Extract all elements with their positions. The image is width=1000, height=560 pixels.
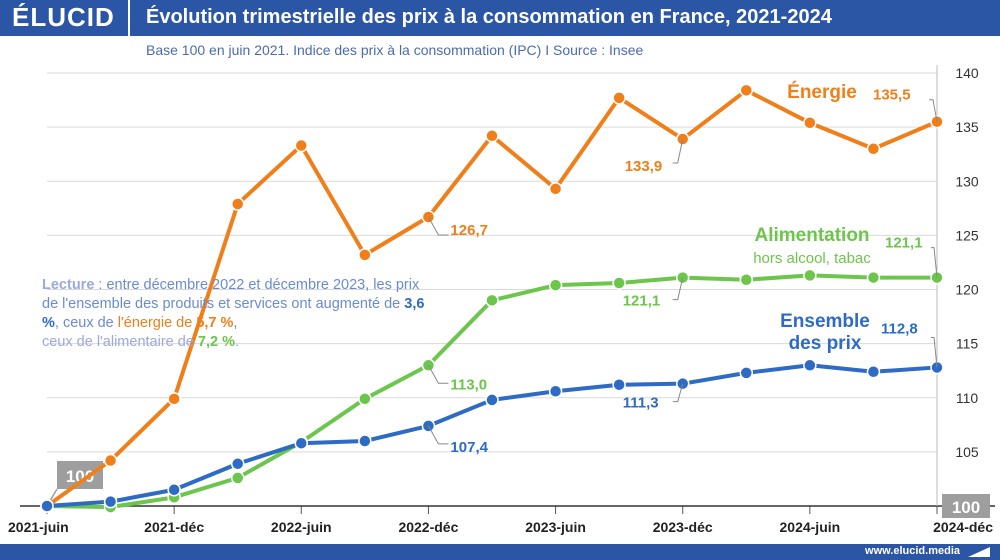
data-point [358,248,372,262]
x-tick-label: 2021-juin [8,519,69,535]
footer-bar: www.elucid.media [0,544,1000,560]
reading-note: Lecture : entre décembre 2022 et décembr… [42,276,432,352]
data-point [739,83,754,98]
annotation-label: 113,0 [450,376,487,393]
reading-note-text-4: . [235,334,240,350]
x-tick-label: 2022-déc [398,519,458,535]
data-point [294,436,309,450]
data-point [485,129,499,143]
y-tick-label: 140 [955,65,979,81]
data-point [358,392,372,406]
annotation-leader [427,216,449,236]
data-point [548,384,563,399]
chart-subtitle: Base 100 en juin 2021. Indice des prix à… [146,42,644,58]
header-bar: ÉLUCID Évolution trimestrielle des prix … [0,0,1000,36]
data-point [485,293,499,308]
annotation-label: 126,7 [450,222,488,239]
y-tick-label: 125 [955,227,979,243]
reading-note-energy-word: l'énergie de [117,315,197,331]
annotation-leader [931,336,938,368]
x-tick-label: 2024-déc [933,519,993,535]
data-point [803,116,817,130]
x-tick-label: 2024-juin [780,519,841,535]
start-label: 100 [66,467,94,486]
data-point [103,453,118,468]
annotation-label: 133,9 [625,158,663,175]
series-name-label: des prix [789,333,862,354]
reading-note-value-all: 3,6 % [42,296,425,331]
annotation-leader [427,365,449,384]
series-name-label: Énergie [787,81,857,103]
reading-note-lead: Lecture [42,277,95,293]
annotation-label: 107,4 [450,439,488,456]
data-point [612,276,626,290]
logo: ÉLUCID [12,2,115,32]
reading-note-value-food: 7,2 % [197,334,236,350]
data-point [358,434,372,448]
annotation-label: 121,1 [885,235,923,252]
series-name-label: Alimentation [754,225,869,246]
data-point [103,494,118,509]
annotation-label: 121,1 [623,293,661,310]
data-point [548,278,563,292]
data-point [866,142,881,156]
annotation-leader [672,138,684,164]
x-tick-label: 2022-juin [271,519,332,535]
y-tick-label: 105 [955,444,979,460]
series-line-Ensemble des prix [46,363,938,508]
y-tick-label: 120 [955,282,979,298]
data-point [803,268,817,283]
data-point [167,483,181,497]
x-tick-label: 2023-déc [653,519,713,535]
data-point [167,392,181,406]
series-name-label: hors alcool, tabac [753,250,871,267]
x-tick-label: 2023-juin [525,519,586,535]
data-point [739,273,754,287]
footer-url: www.elucid.media [865,545,960,557]
y-tick-label: 135 [955,119,979,135]
data-point [230,471,245,485]
y-tick-label: 130 [955,173,979,189]
y-base-label: 100 [952,498,980,517]
data-point [230,197,245,211]
data-point [612,91,626,105]
reading-note-value-energy: 5,7 % [196,315,234,331]
annotation-label: 135,5 [873,87,911,104]
data-point [739,366,754,380]
data-point [230,457,245,471]
line-chart: 105 110 115 120 125 130 135 140 100 2021-juin 2021… [8,65,995,535]
data-point [866,365,881,379]
reading-note-text-3: , [233,315,238,331]
annotation-label: 112,8 [881,320,918,337]
annotation-leader [929,99,938,122]
series-name-label: Ensemble [780,311,870,332]
data-point [548,182,563,196]
data-point [294,138,309,153]
annotation-leader [672,383,684,403]
data-point [485,393,499,407]
logo-box: ÉLUCID [0,0,130,36]
annotation-leader [427,425,449,445]
reading-note-food-word: ceux de l'alimentaire de [42,334,198,350]
brand-mark-icon [968,547,990,557]
y-tick-label: 110 [956,390,979,406]
data-point [40,499,54,513]
y-tick-label: 115 [956,336,979,352]
reading-note-text-2: , ceux de [54,315,118,331]
annotation-label: 111,3 [623,395,659,412]
data-point [866,270,881,285]
data-point [803,358,817,373]
chart-title: Évolution trimestrielle des prix à la co… [146,6,832,28]
annotation-leader [931,247,938,278]
y-base-label-box [942,494,990,518]
reading-note-text-1: : entre décembre 2022 et décembre 2023, … [42,277,420,312]
annotation-leader [672,277,684,301]
x-tick-label: 2021-déc [144,519,204,535]
data-point [612,378,626,392]
